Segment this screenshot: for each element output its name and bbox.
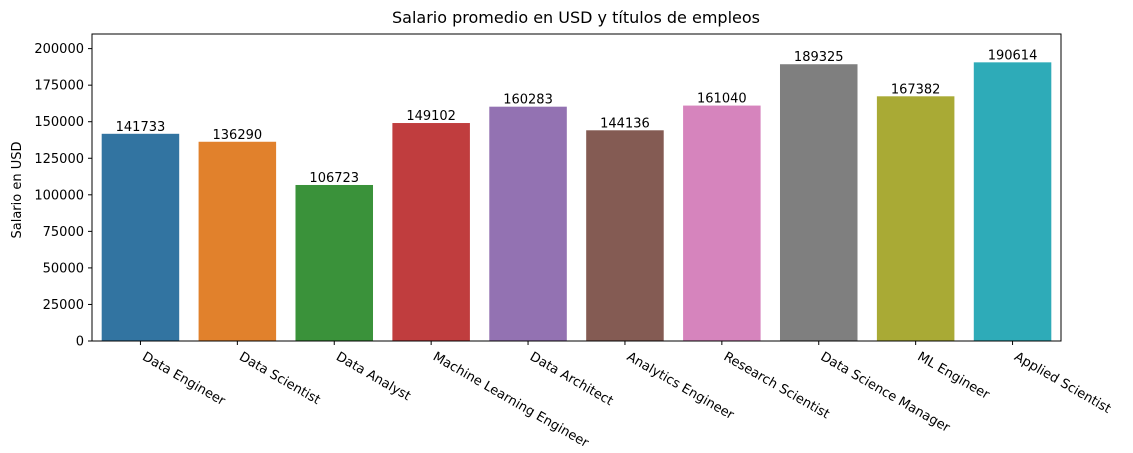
data-label-9: 190614 [988,48,1038,63]
x-tick-label-3: Machine Learning Engineer [430,349,591,451]
x-tick-label-0: Data Engineer [139,349,228,409]
x-tick-label-4: Data Architect [527,349,615,409]
bar-1 [198,141,277,341]
bars-group [101,62,1052,342]
y-tick-label-7: 175000 [34,79,84,94]
y-tick-label-5: 125000 [34,152,84,167]
bar-8 [876,96,955,341]
data-labels-group: 141733 136290 106723 149102 160283 144136 1610… [116,48,1038,186]
bar-6 [683,105,761,341]
bar-9 [973,62,1052,341]
bar-0 [101,133,180,341]
data-label-8: 167382 [891,82,941,97]
bar-7 [779,64,858,341]
y-tick-label-6: 150000 [34,115,84,130]
data-label-3: 149102 [406,109,456,124]
x-tick-label-1: Data Scientist [236,349,322,407]
data-label-7: 189325 [794,50,844,65]
y-tick-label-4: 100000 [34,188,84,203]
chart-title: Salario promedio en USD y títulos de emp… [392,8,760,27]
data-label-1: 136290 [213,128,263,143]
data-label-6: 161040 [697,92,747,107]
bar-5 [586,130,664,341]
data-label-5: 144136 [600,116,650,131]
y-tick-label-3: 75000 [43,225,84,240]
y-ticks-group: 0 25000 50000 75000 100000 125000 150000 175000… [34,42,92,350]
x-tick-label-9: Applied Scientist [1012,349,1114,416]
bar-3 [392,123,470,342]
x-tick-label-2: Data Analyst [333,349,413,404]
y-tick-label-2: 50000 [43,261,84,276]
y-axis-label: Salario en USD [10,142,25,239]
x-tick-label-8: ML Engineer [915,349,993,403]
x-tick-label-5: Analytics Engineer [624,349,737,423]
data-label-2: 106723 [309,171,359,186]
y-tick-label-1: 25000 [43,298,84,313]
y-tick-label-8: 200000 [34,42,84,57]
x-tick-label-6: Research Scientist [721,349,832,422]
y-tick-label-0: 0 [76,335,84,350]
bar-4 [489,106,567,341]
data-label-4: 160283 [503,93,553,108]
bar-2 [295,184,374,341]
x-ticks-group: Data Engineer Data Scientist Data Analyst M… [139,341,1113,451]
plot-frame [91,33,1062,342]
data-label-0: 141733 [116,120,166,135]
